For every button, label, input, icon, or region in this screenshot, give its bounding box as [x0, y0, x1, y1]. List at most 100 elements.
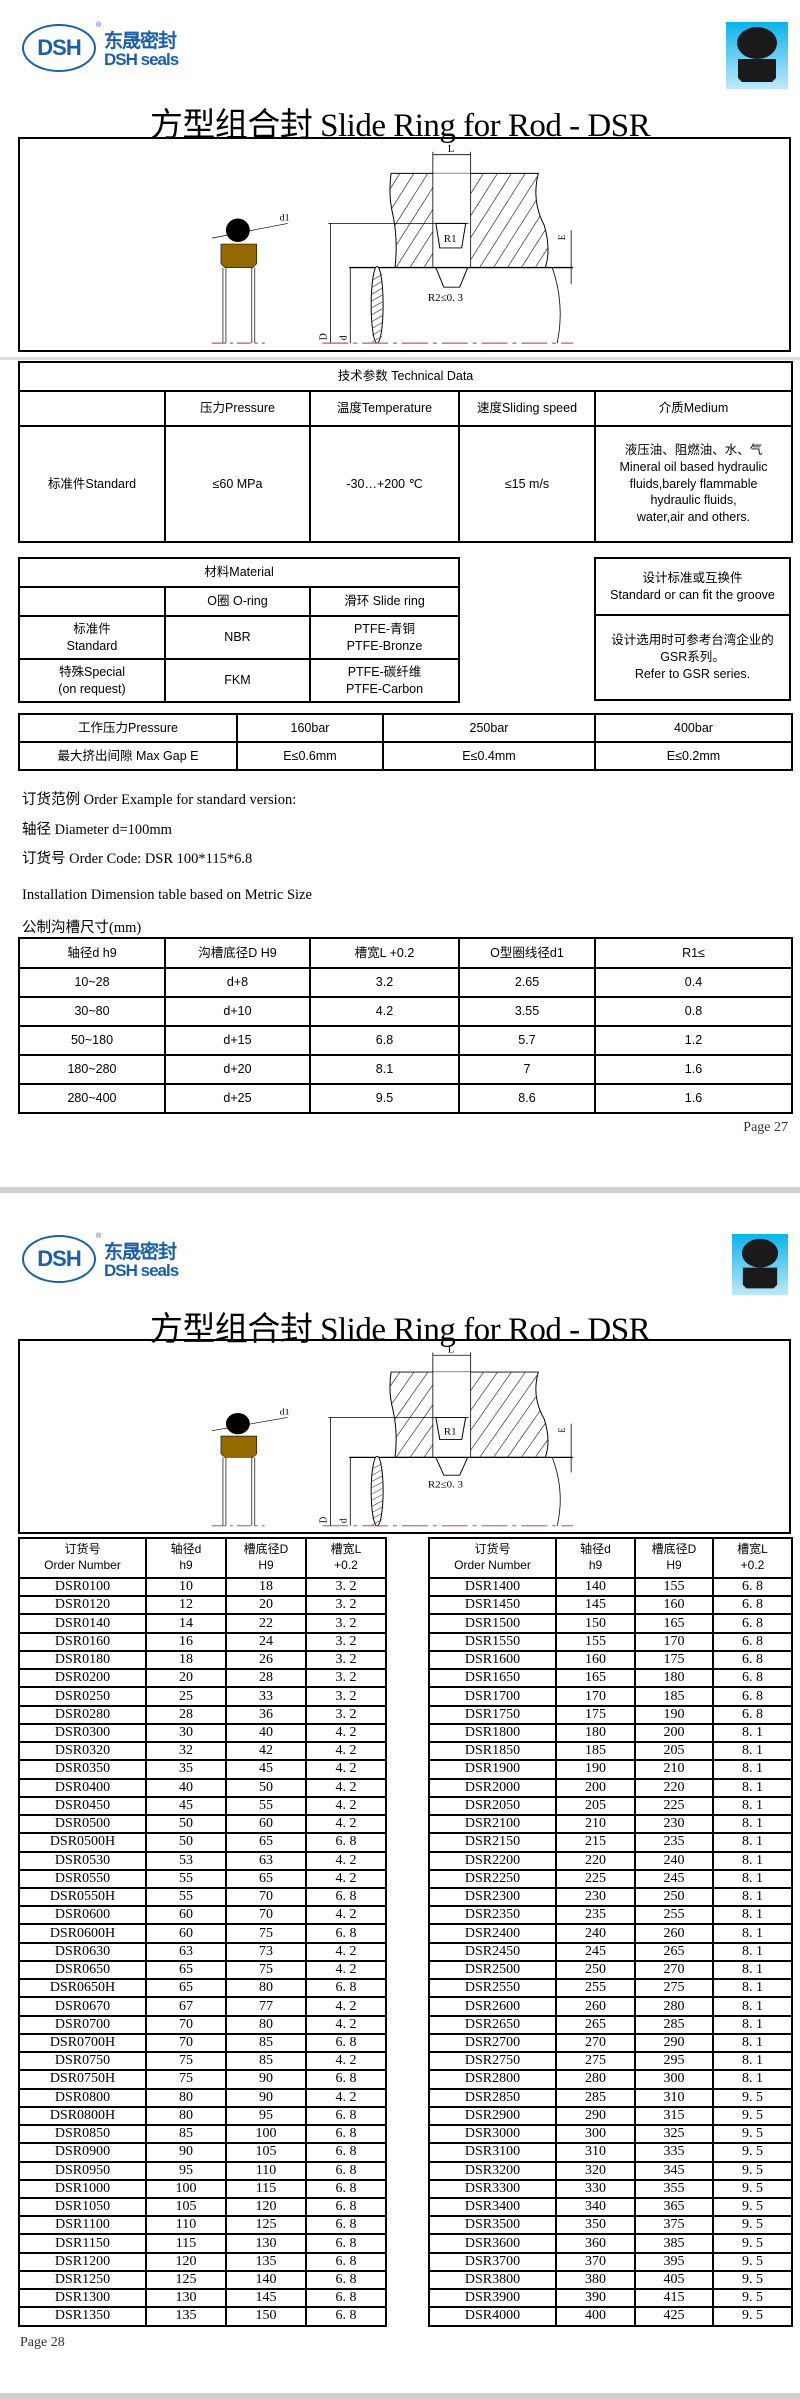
shaft-diameter: 220 — [555, 1850, 636, 1871]
label-E: E — [557, 1428, 568, 1433]
groove-width: 6. 8 — [712, 1704, 793, 1725]
table-row: DSR2500 250 270 8. 1 — [428, 1959, 793, 1981]
table-cell: 7 — [458, 1054, 596, 1085]
label-d: d — [339, 1518, 350, 1523]
design-body: 设计选用时可参考台湾企业的 GSR系列。 Refer to GSR series. — [594, 614, 791, 701]
order-number: DSR1750 — [428, 1704, 557, 1725]
column-header: 槽底径D H9 — [634, 1537, 714, 1579]
table-row: DSR0250 25 33 3. 2 — [18, 1686, 387, 1707]
order-number: DSR0200 — [18, 1668, 147, 1689]
groove-width: 6. 8 — [305, 2069, 387, 2090]
groove-diameter: 45 — [225, 1759, 307, 1780]
housing — [389, 172, 549, 269]
shaft-diameter: 18 — [145, 1649, 227, 1671]
order-number: DSR1300 — [18, 2288, 147, 2309]
groove-diameter: 28 — [225, 1668, 307, 1689]
table-cell: 1.2 — [594, 1025, 793, 1056]
groove-width: 8. 1 — [712, 1996, 793, 2017]
groove-diameter: 395 — [634, 2251, 714, 2272]
table-title: 材料Material — [17, 557, 461, 588]
shaft-diameter: 25 — [145, 1686, 227, 1707]
table-row: DSR1800 180 200 8. 1 — [428, 1722, 793, 1744]
groove-width: 4. 2 — [305, 2087, 387, 2108]
groove-width: 4. 2 — [305, 1905, 387, 1926]
table-row: DSR0400 40 50 4. 2 — [18, 1777, 387, 1798]
groove-width: 6. 8 — [305, 1832, 387, 1853]
order-number: DSR1700 — [428, 1686, 557, 1707]
shaft-diameter: 115 — [145, 2233, 227, 2254]
table-row: 50~180 d+15 6.8 5.7 1.2 — [18, 1025, 793, 1056]
groove-width: 6. 8 — [305, 1978, 387, 1999]
table-row: 特殊Special (on request) FKM PTFE-碳纤维 PTFE-Car… — [18, 658, 461, 703]
order-number: DSR2450 — [428, 1941, 557, 1962]
slide-ring — [220, 243, 258, 268]
table-row: DSR1900 190 210 8. 1 — [428, 1759, 793, 1780]
order-number: DSR1900 — [428, 1759, 557, 1780]
order-number: DSR0600H — [18, 1923, 147, 1944]
order-number: DSR1150 — [18, 2233, 147, 2254]
groove-diameter: 155 — [634, 1576, 714, 1598]
shaft-diameter: 290 — [555, 2105, 636, 2127]
table-row: DSR0280 28 36 3. 2 — [18, 1704, 387, 1725]
label-R1: R1 — [444, 233, 457, 245]
groove-width: 6. 8 — [305, 2251, 387, 2272]
groove-width: 6. 8 — [305, 2233, 387, 2254]
order-number: DSR1500 — [428, 1613, 557, 1634]
table-row: DSR0120 12 20 3. 2 — [18, 1595, 387, 1616]
table-row: DSR0700 70 80 4. 2 — [18, 2014, 387, 2035]
order-number: DSR1350 — [18, 2306, 147, 2327]
groove-width: 9. 5 — [712, 2178, 793, 2199]
groove-diameter: 425 — [634, 2306, 714, 2327]
material-type: 标准件 Standard — [18, 615, 166, 660]
groove-diameter: 225 — [634, 1795, 714, 1817]
groove-width: 9. 5 — [712, 2288, 793, 2309]
table-row: DSR2600 260 280 8. 1 — [428, 1996, 793, 2017]
o-ring — [225, 1412, 250, 1435]
shaft-diameter: 35 — [145, 1759, 227, 1780]
order-number: DSR2350 — [428, 1905, 557, 1926]
groove-width: 6. 8 — [305, 2269, 387, 2291]
shaft-diameter: 60 — [145, 1923, 227, 1944]
shaft-diameter: 350 — [555, 2215, 636, 2236]
logo-chinese-name: 东晟密封 — [104, 1242, 177, 1263]
shaft-diameter: 80 — [145, 2105, 227, 2127]
table-row: DSR0600H 60 75 6. 8 — [18, 1923, 387, 1944]
order-number: DSR2050 — [428, 1795, 557, 1817]
groove-width: 6. 8 — [305, 2215, 387, 2236]
groove-diameter: 290 — [634, 2032, 714, 2054]
groove-diameter: 77 — [225, 1996, 307, 2017]
design-title: 设计标准或互换件 Standard or can fit the groove — [594, 557, 791, 616]
groove-width: 8. 1 — [712, 1886, 793, 1908]
table-cell: d+8 — [164, 967, 311, 998]
table-row: DSR3500 350 375 9. 5 — [428, 2215, 793, 2236]
groove-diameter: 85 — [225, 2032, 307, 2054]
groove-width: 6. 8 — [712, 1595, 793, 1616]
order-number: DSR0670 — [18, 1996, 147, 2017]
table-row: DSR0530 53 63 4. 2 — [18, 1850, 387, 1871]
groove-width: 4. 2 — [305, 1996, 387, 2017]
column-header: 槽宽L +0.2 — [305, 1537, 387, 1579]
shaft-diameter: 28 — [145, 1704, 227, 1725]
table-row: 10~28 d+8 3.2 2.65 0.4 — [18, 967, 793, 998]
groove-width: 6. 8 — [712, 1668, 793, 1689]
table-row: DSR1250 125 140 6. 8 — [18, 2269, 387, 2291]
slide-ring-material: PTFE-青铜 PTFE-Bronze — [308, 615, 461, 660]
table-row: DSR3000 300 325 9. 5 — [428, 2124, 793, 2145]
groove-diameter: 415 — [634, 2288, 714, 2309]
groove-diameter: 26 — [225, 1649, 307, 1671]
groove-diameter: 90 — [225, 2069, 307, 2090]
table-row: DSR0350 35 45 4. 2 — [18, 1759, 387, 1780]
shaft-diameter: 20 — [145, 1668, 227, 1689]
table-cell: 2.65 — [458, 967, 596, 998]
groove-width: 4. 2 — [305, 1777, 387, 1798]
groove-diameter: 70 — [225, 1886, 307, 1908]
table-cell: 0.8 — [594, 996, 793, 1027]
logo-chinese-name: 东晟密封 — [104, 31, 177, 52]
groove-diameter: 140 — [225, 2269, 307, 2291]
shaft-diameter: 320 — [555, 2160, 636, 2181]
groove-width: 4. 2 — [305, 1959, 387, 1981]
table-row: DSR2000 200 220 8. 1 — [428, 1777, 793, 1798]
groove-diameter: 130 — [225, 2233, 307, 2254]
groove-width: 6. 8 — [305, 2178, 387, 2199]
groove-diameter: 210 — [634, 1759, 714, 1780]
